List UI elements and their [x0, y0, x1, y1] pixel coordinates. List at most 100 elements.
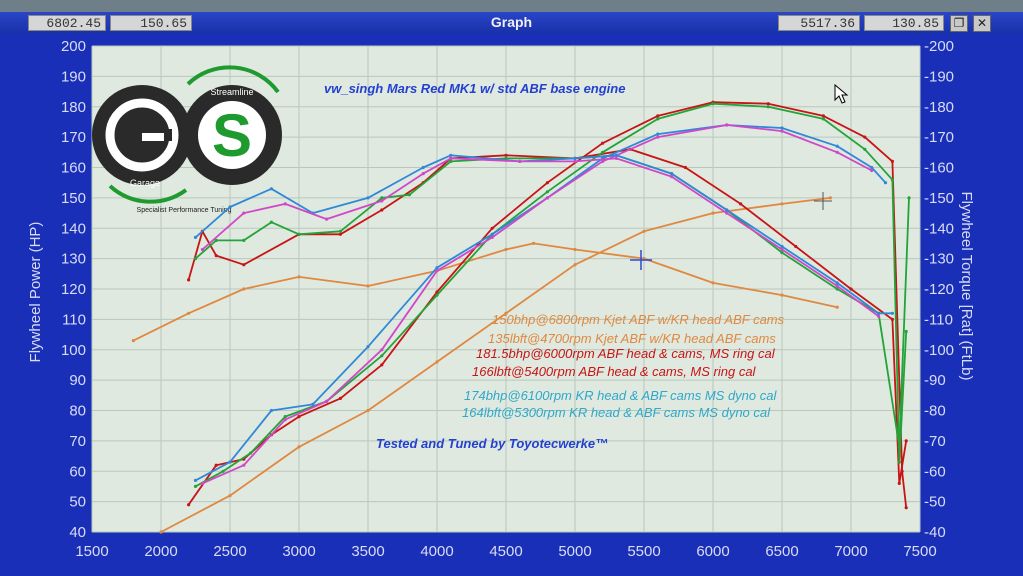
data-point-pink: [242, 463, 246, 467]
data-point-green: [193, 257, 198, 261]
y-axis-right: -40 -50 -60 -70 -80 -90 -100 -110 -120 -130 -140 -1…: [924, 38, 954, 541]
data-point-green: [897, 460, 901, 464]
x-tick-label: 7500: [903, 543, 936, 560]
x-tick-label: 4000: [420, 543, 453, 560]
data-point-green: [297, 232, 301, 236]
data-point-blue: [269, 408, 273, 413]
annotation-tuner: Tested and Tuned by Toyotecwerke™: [376, 436, 608, 451]
data-point-blue: [780, 126, 784, 130]
restore-icon[interactable]: ❐: [950, 15, 968, 32]
data-point-green: [545, 190, 550, 194]
data-point-red: [904, 506, 908, 510]
data-point-blue: [366, 196, 370, 200]
data-point-red: [490, 226, 494, 230]
data-point-blue: [449, 153, 453, 157]
data-point-orange: [187, 311, 191, 315]
data-point-green: [193, 484, 198, 488]
x-tick-label: 5500: [627, 543, 660, 560]
cursor-crosshair: [630, 250, 652, 270]
y-tick-label-right: -70: [924, 433, 946, 450]
data-point-pink: [780, 247, 784, 252]
data-point-pink: [601, 159, 605, 163]
data-point-blue: [228, 205, 232, 209]
x-tick-label: 7000: [834, 543, 867, 560]
data-point-orange: [711, 211, 715, 215]
data-point-red: [504, 153, 508, 157]
data-point-pink: [200, 247, 204, 252]
data-point-blue: [725, 208, 729, 212]
data-point-orange: [504, 247, 508, 252]
data-point-green: [214, 238, 218, 242]
y-tick-label-right: -100: [924, 342, 954, 359]
data-point-green: [435, 293, 439, 297]
y-tick-label-right: -200: [924, 38, 954, 55]
data-point-green: [449, 159, 453, 163]
data-point-blue: [573, 156, 577, 160]
data-point-red: [890, 159, 895, 163]
logo-right-text: Streamline: [210, 87, 253, 97]
logo-s-disc: [198, 101, 266, 169]
data-point-pink: [573, 159, 577, 163]
annotation-abf-power: 181.5bhp@6000rpm ABF head & cams, MS rin…: [476, 346, 776, 361]
y-tick-label-left: 200: [61, 38, 86, 55]
x-tick-label: 5000: [558, 543, 591, 560]
data-point-orange: [642, 229, 646, 233]
data-point-pink: [449, 156, 453, 160]
y-tick-label-right: -130: [924, 251, 954, 268]
data-point-orange: [504, 311, 508, 315]
y-tick-label-right: -160: [924, 160, 954, 177]
logo-g-ring: [105, 98, 179, 172]
y-tick-label-right: -40: [924, 524, 946, 541]
y-tick-label-right: -90: [924, 372, 946, 389]
x-tick-label: 3500: [351, 543, 384, 560]
data-point-green: [283, 415, 287, 419]
x-tick-label: 6000: [696, 543, 729, 560]
y-tick-label-right: -170: [924, 129, 954, 146]
annotation-kjet-torque: 135lbft@4700rpm Kjet ABF w/KR head ABF c…: [488, 331, 776, 346]
logo-caption: Specialist Performance Tuning: [137, 207, 232, 214]
logo-top-arc: [186, 65, 280, 94]
data-point-green: [249, 451, 253, 455]
data-point-pink: [518, 159, 522, 163]
close-icon[interactable]: ✕: [973, 15, 991, 32]
data-point-red: [683, 165, 688, 170]
logo: S Streamline Garage Specialist Performan…: [92, 65, 282, 214]
y-tick-label-left: 190: [61, 68, 86, 85]
series-group: [131, 100, 911, 534]
data-point-red: [904, 439, 908, 443]
data-point-blue: [490, 232, 494, 236]
data-point-green: [380, 196, 384, 200]
data-point-red: [297, 415, 301, 419]
window-title: Graph: [490, 14, 533, 30]
chart-title: vw_singh Mars Red MK1 w/ std ABF base en…: [324, 81, 625, 96]
data-point-orange: [297, 275, 301, 279]
data-point-green: [780, 251, 784, 255]
logo-left-text: Garage: [130, 178, 160, 188]
data-point-orange: [242, 287, 246, 291]
data-point-green: [221, 469, 225, 473]
data-point-pink: [283, 418, 287, 422]
y-tick-label-left: 50: [69, 494, 86, 511]
data-point-blue: [870, 165, 874, 170]
x-tick-label: 2500: [213, 543, 246, 560]
data-point-pink: [325, 217, 329, 221]
data-point-pink: [725, 123, 729, 127]
data-point-blue: [614, 153, 619, 157]
data-point-red: [849, 287, 853, 291]
x-tick-label: 2000: [144, 543, 177, 560]
data-point-pink: [380, 348, 384, 352]
data-point-green: [601, 150, 605, 154]
y-tick-label-left: 120: [61, 281, 86, 298]
data-point-orange: [366, 408, 370, 413]
data-point-orange: [780, 293, 784, 297]
data-point-pink: [421, 172, 425, 176]
data-point-green: [907, 196, 911, 200]
y-tick-label-right: -190: [924, 68, 954, 85]
y-tick-label-left: 70: [69, 433, 86, 450]
y-tick-label-left: 160: [61, 160, 86, 177]
mouse-pointer-icon: [834, 83, 849, 104]
y-tick-label-right: -50: [924, 494, 946, 511]
x-axis: 1500 2000 2500 3000 3500 4000 4500 5000 5500 6000…: [75, 543, 936, 560]
data-point-blue: [435, 266, 439, 270]
